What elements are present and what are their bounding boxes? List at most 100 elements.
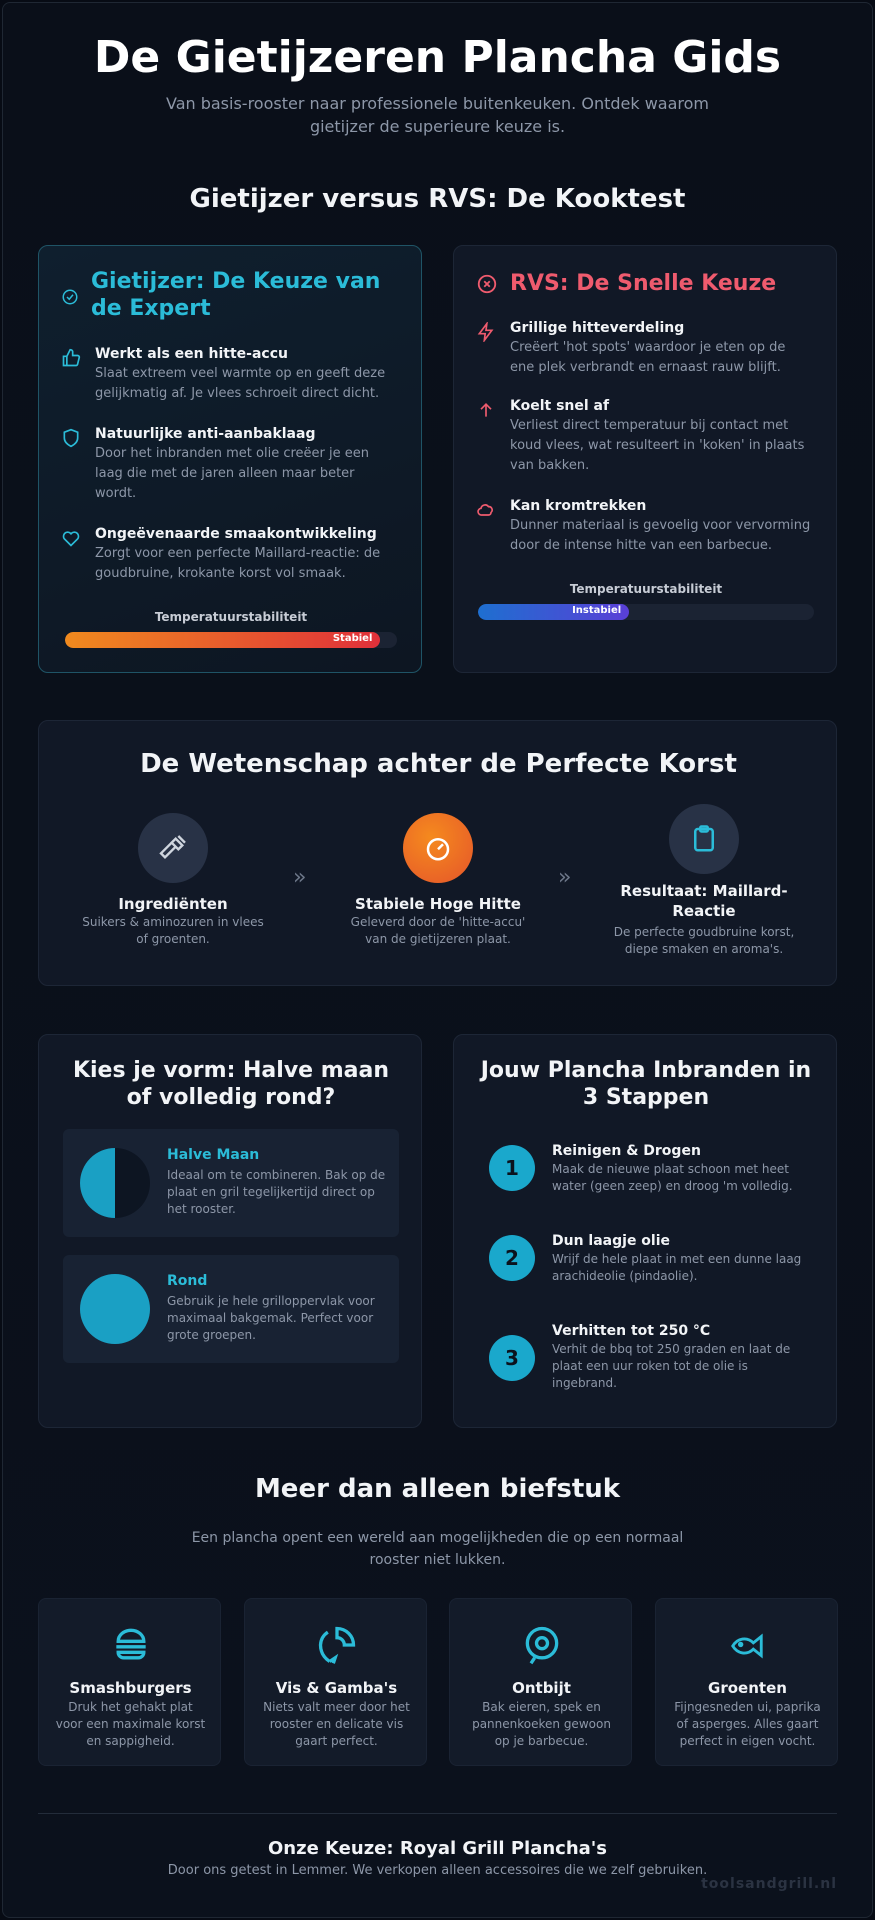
shape-card: Kies je vorm: Halve maan of volledig ron…	[38, 1034, 422, 1428]
text-line: Dunner materiaal is gevoelig voor vervor…	[510, 518, 811, 533]
text-line: perfect in eigen vocht.	[679, 1734, 816, 1748]
text-line: Druk het gehakt plat	[68, 1700, 193, 1714]
meter-value-label: Instabiel	[572, 605, 622, 616]
text-line: voor een maximale korst	[55, 1717, 206, 1731]
stainless-meter-fill: Instabiel	[478, 604, 630, 620]
use-card-vegetables: Groenten Fijngesneden ui, paprika of asp…	[655, 1598, 838, 1766]
stainless-item-text: Creëert 'hot spots' waardoor je eten op …	[510, 338, 785, 378]
text-line: Verliest direct temperatuur bij contact …	[510, 418, 789, 433]
shape-option-text: Gebruik je hele grilloppervlak voor maxi…	[167, 1293, 375, 1344]
use-card-title: Smashburgers	[69, 1679, 192, 1697]
use-card-breakfast: Ontbijt Bak eieren, spek en pannenkoeken…	[449, 1598, 632, 1766]
title-line: of volledig rond?	[126, 1085, 336, 1110]
text-line: Creëert 'hot spots' waardoor je eten op …	[510, 340, 786, 355]
chevrons-right-icon: »	[558, 865, 572, 890]
text-line: grote groepen.	[167, 1328, 256, 1342]
science-step-title: Stabiele Hoge Hitte	[355, 895, 521, 913]
text-line: Wrijf de hele plaat in met een dunne laa…	[552, 1252, 802, 1266]
watermark: toolsandgrill.nl	[701, 1876, 837, 1892]
text-line: Bak eieren, spek en	[482, 1700, 601, 1714]
cast-iron-stability-meter: Stabiel	[65, 632, 397, 648]
shape-option-round[interactable]: Rond Gebruik je hele grilloppervlak voor…	[63, 1255, 399, 1363]
text-line: Slaat extreem veel warmte op en geeft de…	[95, 366, 386, 381]
text-line: rooster en delicate vis	[269, 1717, 404, 1731]
cast-iron-item-text: Zorgt voor een perfecte Maillard-reactie…	[95, 544, 380, 584]
text-line: of asperges. Alles gaart	[676, 1717, 819, 1731]
use-card-title: Vis & Gamba's	[275, 1679, 398, 1697]
text-line: Ideaal om te combineren. Bak op de	[167, 1168, 386, 1182]
stainless-item-title: Grillige hitteverdeling	[510, 320, 685, 336]
text-line: pannenkoeken gewoon	[472, 1717, 611, 1731]
title-line: Kies je vorm: Halve maan	[72, 1058, 390, 1083]
text-line: ene plek verbrandt en ernaast rauw blijf…	[510, 360, 781, 375]
text-line: op je barbecue.	[494, 1734, 589, 1748]
text-line: ingebrand.	[552, 1376, 617, 1390]
cast-iron-item-title: Natuurlijke anti-aanbaklaag	[95, 426, 316, 442]
science-step-icon-wrap	[669, 804, 739, 874]
science-card: De Wetenschap achter de Perfecte Korst I…	[38, 720, 837, 986]
seasoning-step-title: Verhitten tot 250 °C	[552, 1323, 711, 1339]
step-number: 1	[489, 1145, 535, 1191]
shape-option-text: Ideaal om te combineren. Bak op de plaat…	[167, 1167, 385, 1218]
comparison-title: Gietijzer versus RVS: De Kooktest	[189, 184, 686, 214]
arrow-up-icon	[480, 402, 492, 417]
shape-option-half-moon[interactable]: Halve Maan Ideaal om te combineren. Bak …	[63, 1129, 399, 1237]
text-line: Verhit de bbq tot 250 graden en laat de	[552, 1342, 791, 1356]
seasoning-step-title: Reinigen & Drogen	[552, 1143, 701, 1159]
seasoning-title: Jouw Plancha Inbranden in 3 Stappen	[454, 1057, 838, 1111]
science-step-icon-wrap	[138, 813, 208, 883]
cast-iron-meter-label: Temperatuurstabiliteit	[154, 610, 308, 624]
title-line: 3 Stappen	[582, 1085, 710, 1110]
cast-iron-item-text: Door het inbranden met olie creëer je ee…	[95, 444, 369, 504]
step-number: 3	[489, 1335, 535, 1381]
cast-iron-heading: Gietijzer: De Keuze van de Expert	[91, 268, 411, 322]
text-line: Fijngesneden ui, paprika	[674, 1700, 821, 1714]
stainless-item-text: Dunner materiaal is gevoelig voor vervor…	[510, 516, 810, 556]
text-line: Niets valt meer door het	[263, 1700, 410, 1714]
text-line: goudbruine, krokante korst vol smaak.	[95, 566, 346, 581]
egg-icon	[525, 1626, 559, 1665]
science-step-title: Resultaat: Maillard- Reactie	[584, 881, 824, 921]
footer-divider	[38, 1813, 837, 1814]
stainless-card: RVS: De Snelle Keuze Grillige hitteverde…	[453, 245, 837, 673]
text-line: plaat en gril tegelijkertijd direct op	[167, 1185, 375, 1199]
science-step-text: Geleverd door de 'hitte-accu' van de gie…	[318, 914, 558, 948]
text-line: Suikers & aminozuren in vlees	[82, 915, 264, 929]
thumbs-up-icon	[62, 348, 81, 367]
text-line: of groenten.	[136, 932, 210, 946]
cast-iron-meter-fill: Stabiel	[65, 632, 381, 648]
lightning-icon	[477, 322, 494, 342]
text-line: maximaal bakgemak. Perfect voor	[167, 1311, 374, 1325]
text-line: Zorgt voor een perfecte Maillard-reactie…	[95, 546, 381, 561]
use-card-text: Druk het gehakt plat voor een maximale k…	[39, 1699, 222, 1750]
burger-icon	[116, 1628, 146, 1660]
stainless-heading: RVS: De Snelle Keuze	[510, 271, 777, 296]
text-line: en sappigheid.	[86, 1734, 175, 1748]
uses-title: Meer dan alleen biefstuk	[254, 1474, 621, 1504]
seasoning-step-title: Dun laagje olie	[552, 1233, 671, 1249]
cast-iron-item-text: Slaat extreem veel warmte op en geeft de…	[95, 364, 385, 404]
seasoning-step-text: Wrijf de hele plaat in met een dunne laa…	[552, 1251, 801, 1285]
science-step-text: De perfecte goudbruine korst, diepe smak…	[584, 924, 824, 958]
text-line: laag die met de jaren alleen maar beter	[95, 466, 355, 481]
gauge-icon	[426, 838, 450, 861]
text-line: Geleverd door de 'hitte-accu'	[350, 915, 526, 929]
use-card-smashburgers: Smashburgers Druk het gehakt plat voor e…	[38, 1598, 221, 1766]
science-step-text: Suikers & aminozuren in vlees of groente…	[53, 914, 293, 948]
text-line: van bakken.	[510, 458, 590, 473]
shape-option-title: Halve Maan	[167, 1147, 260, 1163]
text-line: Gebruik je hele grilloppervlak voor	[167, 1294, 375, 1308]
cast-iron-item-title: Ongeëvenaarde smaakontwikkeling	[95, 526, 377, 542]
text-line: gelijkmatig af. Je vlees schroeit direct…	[95, 386, 380, 401]
text-line: door de intense hitte van een barbecue.	[510, 538, 773, 553]
text-line: rooster niet lukken.	[369, 1552, 506, 1568]
text-line: water (geen zeep) en droog 'm volledig.	[552, 1179, 793, 1193]
check-circle-icon	[62, 289, 78, 305]
text-line: Maak de nieuwe plaat schoon met heet	[552, 1162, 789, 1176]
text-line: van de gietijzeren plaat.	[365, 932, 511, 946]
half-moon-icon	[80, 1148, 150, 1218]
text-line: diepe smaken en aroma's.	[624, 942, 784, 956]
title-line: Reactie	[672, 902, 736, 920]
title-line: Jouw Plancha Inbranden in	[480, 1058, 812, 1083]
page-title: De Gietijzeren Plancha Gids	[93, 32, 782, 83]
